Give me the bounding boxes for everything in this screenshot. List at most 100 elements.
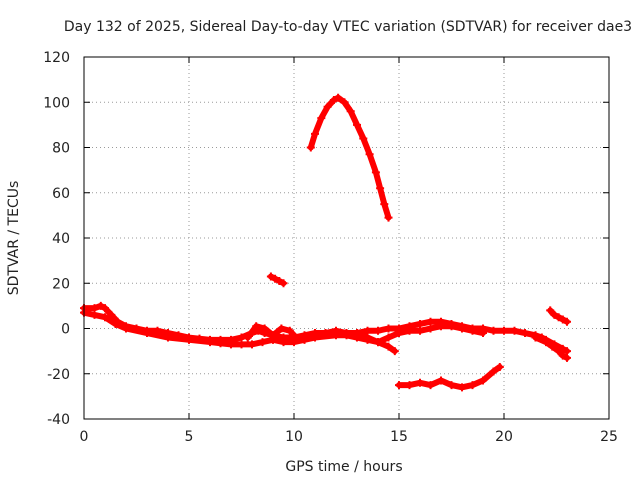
data-point [329,95,338,104]
series-baseline-loop [243,322,303,344]
data-point [359,134,368,143]
data-point [306,143,315,152]
grid [84,57,609,419]
y-tick-label: -20 [47,367,70,383]
series-band [307,94,392,221]
data-point [405,326,414,335]
x-tick-label: 20 [495,429,513,445]
data-point [479,329,487,338]
data-point [353,329,361,338]
x-tick-label: 25 [600,429,618,445]
data-point [416,378,424,387]
data-point [548,342,557,351]
data-point [365,150,374,159]
data-point [237,340,246,349]
data-point [500,326,508,335]
data-point [90,310,99,319]
data-point [294,335,303,344]
data-point [384,333,393,342]
data-point [143,329,151,338]
data-point [489,367,498,376]
data-point [122,324,130,333]
data-point [447,322,456,331]
data-point [107,310,116,319]
data-point [458,383,466,392]
data-point [437,322,445,331]
data-point [437,376,445,385]
data-point [271,274,280,283]
data-point [243,333,252,342]
data-point [311,129,319,138]
y-tick-label: 20 [52,276,70,292]
data-point [416,326,424,335]
data-series [80,93,571,392]
x-tick-label: 15 [390,429,408,445]
data-point [363,326,372,335]
y-tick-label: 60 [52,186,70,202]
data-point [101,304,109,313]
data-point [458,324,466,333]
series-dip-to-afternoon [353,329,399,356]
data-point [495,362,504,371]
chart-title: Day 132 of 2025, Sidereal Day-to-day VTE… [64,19,632,35]
data-point [380,200,389,209]
data-point [554,347,563,356]
series-short-segment-22h [546,306,571,326]
y-tick-label: 120 [43,50,70,66]
plot-frame [83,56,610,420]
axis-ticks: 0 5 10 15 20 25 -40 -20 0 20 40 60 80 100 120 [43,50,618,445]
data-point [334,93,343,102]
data-point [279,279,288,288]
data-point [405,381,414,390]
data-point [164,333,172,342]
data-point [252,322,261,331]
data-point [395,329,403,338]
data-point [554,313,563,322]
data-point [384,213,393,222]
data-point [447,381,456,390]
data-point [374,338,382,347]
data-point [426,317,435,326]
data-point [363,333,372,342]
data-point [342,331,351,340]
series-lower-band [395,362,504,392]
y-tick-label: 40 [52,231,70,247]
data-point [563,347,571,356]
data-point [346,107,355,116]
data-point [101,313,109,322]
data-point [416,319,424,328]
data-point [563,317,571,326]
series-late-tail [531,333,571,362]
x-tick-label: 0 [80,429,89,445]
series-band [81,309,360,348]
data-point [550,310,559,319]
series-baseline-lower [80,308,361,349]
data-point [546,306,555,315]
data-point [111,319,120,328]
data-point [323,102,332,111]
data-point [311,333,319,342]
data-point [260,324,269,333]
data-point [332,331,340,340]
data-point [374,326,382,335]
data-point [279,338,288,347]
data-point [371,168,380,177]
data-point [216,339,225,348]
data-point [563,353,571,362]
data-point [353,120,361,129]
data-point [426,324,435,333]
data-point [489,326,498,335]
series-short-segment-9h [266,272,288,288]
data-point [395,381,403,390]
data-point [227,340,235,349]
data-point [390,347,399,356]
data-point [531,333,540,342]
data-point [317,114,326,123]
y-tick-label: 80 [52,141,70,157]
data-point [90,304,99,313]
y-tick-label: 100 [43,95,70,111]
y-tick-label: -40 [47,412,70,428]
data-point [376,184,385,193]
data-point [206,338,214,347]
